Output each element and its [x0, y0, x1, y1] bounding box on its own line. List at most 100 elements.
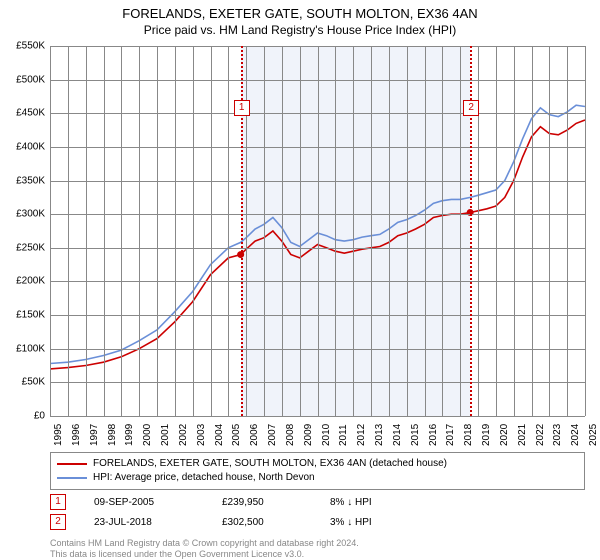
sale-2-delta: 3% ↓ HPI: [330, 517, 372, 528]
chart-subtitle: Price paid vs. HM Land Registry's House …: [0, 23, 600, 39]
y-axis-label: £100K: [0, 343, 45, 354]
y-axis-label: £350K: [0, 175, 45, 186]
gridline-v: [335, 46, 336, 416]
gridline-v: [157, 46, 158, 416]
y-axis-label: £300K: [0, 209, 45, 220]
x-axis-label: 2003: [196, 424, 207, 446]
y-axis-label: £200K: [0, 276, 45, 287]
sale-marker-box: 1: [234, 100, 250, 116]
x-axis-label: 2006: [249, 424, 260, 446]
gridline-v: [228, 46, 229, 416]
sale-1-price: £239,950: [222, 497, 302, 508]
gridline-v: [496, 46, 497, 416]
gridline-v: [532, 46, 533, 416]
x-axis-label: 2017: [445, 424, 456, 446]
sale-2-price: £302,500: [222, 517, 302, 528]
legend-label-property: FORELANDS, EXETER GATE, SOUTH MOLTON, EX…: [93, 457, 447, 471]
x-axis-label: 2013: [374, 424, 385, 446]
gridline-v: [50, 46, 51, 416]
sale-marker-1-icon: 1: [50, 494, 66, 510]
gridline-v: [442, 46, 443, 416]
legend-swatch-property: [57, 463, 87, 465]
footer-attribution: Contains HM Land Registry data © Crown c…: [50, 538, 359, 560]
plot-area: £0£50K£100K£150K£200K£250K£300K£350K£400…: [50, 46, 585, 416]
gridline-v: [318, 46, 319, 416]
gridline-v: [585, 46, 586, 416]
legend-item-property: FORELANDS, EXETER GATE, SOUTH MOLTON, EX…: [57, 457, 578, 471]
gridline-v: [211, 46, 212, 416]
y-axis-label: £500K: [0, 74, 45, 85]
x-axis-label: 1998: [107, 424, 118, 446]
x-axis-label: 2015: [410, 424, 421, 446]
gridline-v: [353, 46, 354, 416]
gridline-v: [300, 46, 301, 416]
x-axis-label: 1996: [71, 424, 82, 446]
gridline-v: [567, 46, 568, 416]
x-axis-label: 2019: [481, 424, 492, 446]
gridline-v: [139, 46, 140, 416]
gridline-v: [121, 46, 122, 416]
x-axis-label: 2012: [356, 424, 367, 446]
sale-2-date: 23-JUL-2018: [94, 517, 194, 528]
gridline-v: [371, 46, 372, 416]
x-axis-label: 2008: [285, 424, 296, 446]
gridline-v: [514, 46, 515, 416]
x-axis-label: 2010: [321, 424, 332, 446]
gridline-v: [104, 46, 105, 416]
gridline-v: [264, 46, 265, 416]
gridline-v: [549, 46, 550, 416]
x-axis-label: 2009: [303, 424, 314, 446]
x-axis-label: 1995: [53, 424, 64, 446]
y-axis-label: £250K: [0, 242, 45, 253]
gridline-v: [282, 46, 283, 416]
gridline-v: [389, 46, 390, 416]
sale-row-2: 2 23-JUL-2018 £302,500 3% ↓ HPI: [50, 514, 372, 530]
gridline-v: [425, 46, 426, 416]
footer-line-1: Contains HM Land Registry data © Crown c…: [50, 538, 359, 549]
gridline-v: [460, 46, 461, 416]
y-axis-label: £400K: [0, 141, 45, 152]
gridline-v: [175, 46, 176, 416]
y-axis-label: £50K: [0, 377, 45, 388]
gridline-v: [407, 46, 408, 416]
x-axis-label: 2001: [160, 424, 171, 446]
y-axis-label: £550K: [0, 41, 45, 52]
x-axis-label: 2002: [178, 424, 189, 446]
x-axis-label: 2014: [392, 424, 403, 446]
legend-label-hpi: HPI: Average price, detached house, Nort…: [93, 471, 315, 485]
y-axis-label: £0: [0, 411, 45, 422]
legend-item-hpi: HPI: Average price, detached house, Nort…: [57, 471, 578, 485]
chart-container: FORELANDS, EXETER GATE, SOUTH MOLTON, EX…: [0, 0, 600, 560]
x-axis-label: 1997: [89, 424, 100, 446]
y-axis-label: £450K: [0, 108, 45, 119]
x-axis-label: 1999: [124, 424, 135, 446]
x-axis-label: 2018: [463, 424, 474, 446]
title-block: FORELANDS, EXETER GATE, SOUTH MOLTON, EX…: [0, 0, 600, 38]
x-axis-label: 2000: [142, 424, 153, 446]
x-axis-label: 2005: [231, 424, 242, 446]
x-axis-label: 2007: [267, 424, 278, 446]
x-axis-label: 2016: [428, 424, 439, 446]
x-axis-label: 2023: [552, 424, 563, 446]
gridline-v: [68, 46, 69, 416]
gridline-v: [86, 46, 87, 416]
x-axis-label: 2024: [570, 424, 581, 446]
x-axis-label: 2020: [499, 424, 510, 446]
sale-row-1: 1 09-SEP-2005 £239,950 8% ↓ HPI: [50, 494, 372, 510]
gridline-h: [50, 416, 585, 417]
x-axis-label: 2011: [338, 424, 349, 446]
x-axis-label: 2021: [517, 424, 528, 446]
sale-1-date: 09-SEP-2005: [94, 497, 194, 508]
x-axis-label: 2022: [535, 424, 546, 446]
gridline-v: [193, 46, 194, 416]
x-axis-label: 2025: [588, 424, 599, 446]
legend: FORELANDS, EXETER GATE, SOUTH MOLTON, EX…: [50, 452, 585, 490]
sale-marker-box: 2: [463, 100, 479, 116]
footer-line-2: This data is licensed under the Open Gov…: [50, 549, 359, 560]
x-axis-label: 2004: [214, 424, 225, 446]
sale-1-delta: 8% ↓ HPI: [330, 497, 372, 508]
chart-title: FORELANDS, EXETER GATE, SOUTH MOLTON, EX…: [0, 6, 600, 23]
sale-marker-2-icon: 2: [50, 514, 66, 530]
legend-swatch-hpi: [57, 477, 87, 479]
y-axis-label: £150K: [0, 310, 45, 321]
